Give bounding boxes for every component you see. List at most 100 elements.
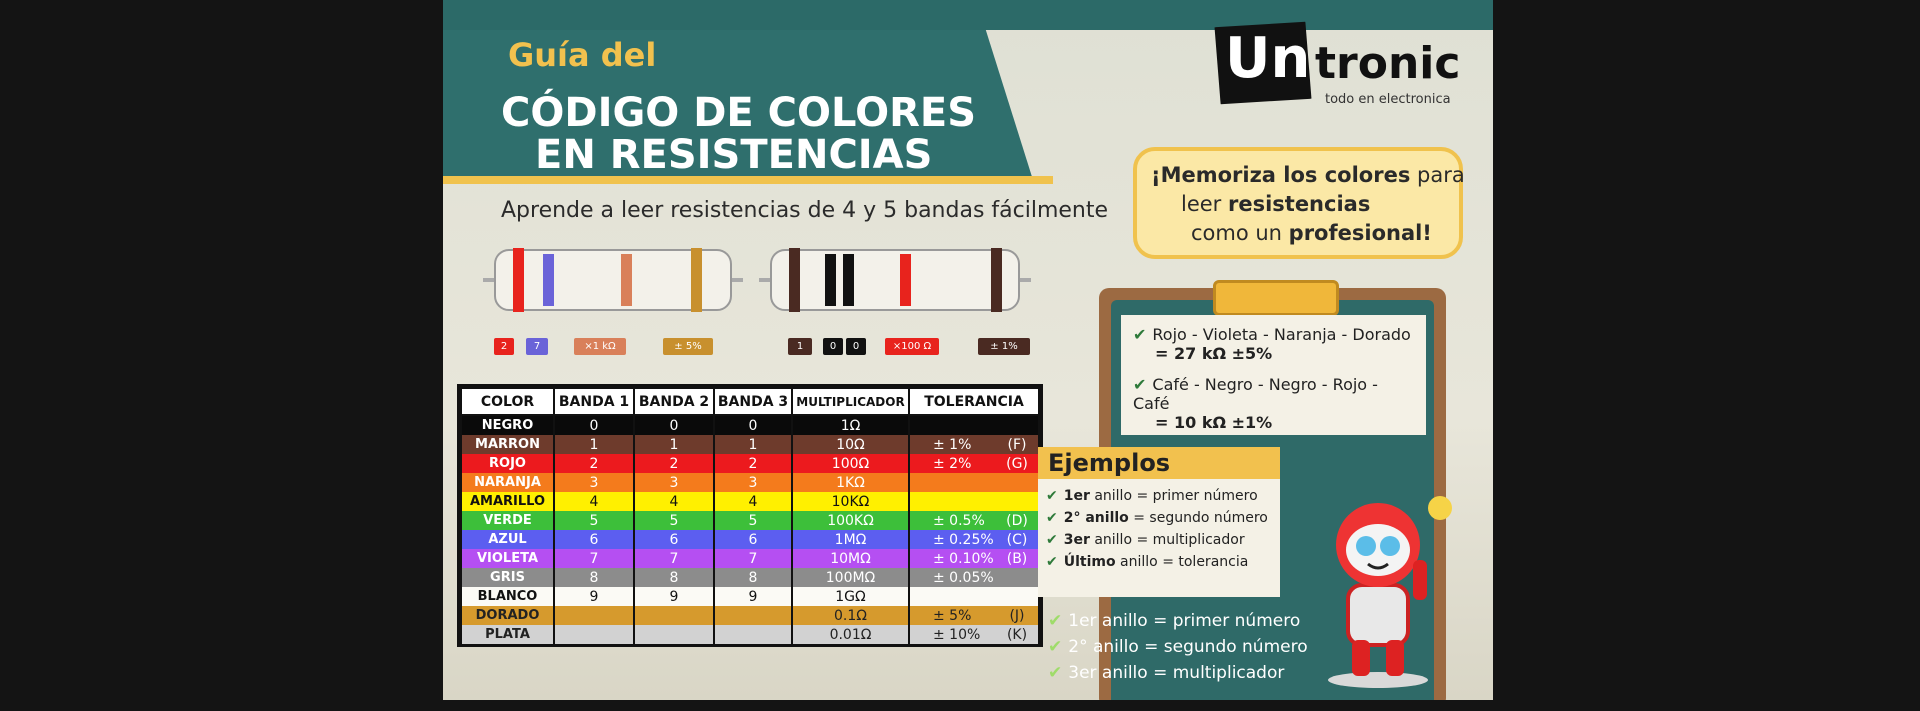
- shadow: [1328, 672, 1428, 688]
- tolerance-code: (J): [1009, 607, 1025, 624]
- kicker: Guía del: [508, 36, 657, 74]
- table-cell: 9: [713, 587, 793, 606]
- tolerance-cell: ± 0.10% (B): [908, 549, 1040, 568]
- table-row: ROJO 2 2 2 100Ω ± 2% (G): [460, 454, 1040, 473]
- example-item: ✔ 2° anillo = segundo número: [1046, 507, 1272, 529]
- tolerance: ± 5%: [933, 607, 972, 624]
- resistor-5-band: [759, 248, 1031, 312]
- resistor-label: 0: [846, 338, 866, 355]
- resistor-label: 7: [526, 338, 548, 355]
- tolerance-code: (K): [1006, 626, 1028, 643]
- table-cell: 10Ω: [791, 435, 910, 454]
- table-cell: 1: [713, 435, 793, 454]
- table-row: AZUL 6 6 6 1MΩ ± 0.25% (C): [460, 530, 1040, 549]
- speech-bubble: ¡Memoriza los colores para leer resistenc…: [1133, 147, 1465, 259]
- tolerance-code: (G): [1006, 455, 1028, 472]
- table-cell: 10MΩ: [791, 549, 910, 568]
- clipboard-clip: [1213, 280, 1339, 316]
- check-icon: ✔: [1048, 663, 1063, 683]
- tolerance: ± 1%: [933, 436, 972, 453]
- table-row: GRIS 8 8 8 100MΩ ± 0.05%: [460, 568, 1040, 587]
- example-lead: 3er: [1063, 532, 1090, 548]
- example-text: anillo = multiplicador: [1089, 532, 1245, 548]
- band: [789, 248, 800, 312]
- table-cell: 0: [633, 415, 715, 435]
- column-header: BANDA 3: [713, 387, 793, 416]
- table-row: BLANCO 9 9 9 1GΩ: [460, 587, 1040, 606]
- tolerance-cell: [908, 415, 1040, 435]
- tolerance: ± 0.05%: [933, 569, 994, 586]
- tolerance: ± 2%: [933, 455, 972, 472]
- table-cell: [713, 625, 793, 644]
- tolerance-code: (C): [1006, 531, 1028, 548]
- tolerance-cell: ± 1% (F): [908, 435, 1040, 454]
- resistor-label: 1: [788, 338, 812, 355]
- tolerance: ± 0.10%: [933, 550, 994, 567]
- table-cell: 8: [553, 568, 635, 587]
- tolerance-cell: ± 10% (K): [908, 625, 1040, 644]
- table-row: PLATA 0.01Ω ± 10% (K): [460, 625, 1040, 644]
- logo: Un tronic todo en electronica: [1213, 18, 1463, 113]
- bottom-text: 2° anillo = segundo número: [1068, 637, 1308, 657]
- check-icon: ✔: [1046, 510, 1058, 526]
- bottom-text: 1er anillo = primer número: [1068, 611, 1301, 631]
- resistor-illustrations: [483, 248, 1031, 312]
- tolerance-code: (F): [1007, 436, 1027, 453]
- robot-body: [1346, 583, 1410, 647]
- example-text: anillo = tolerancia: [1115, 554, 1249, 570]
- bubble-text: resistencias: [1227, 192, 1371, 216]
- color-name: PLATA: [460, 625, 555, 644]
- table-cell: 1MΩ: [791, 530, 910, 549]
- title-banner: [443, 30, 1033, 180]
- band: [513, 248, 524, 312]
- table-cell: 4: [633, 492, 715, 511]
- table-cell: 100KΩ: [791, 511, 910, 530]
- table-cell: 7: [713, 549, 793, 568]
- table-cell: 1KΩ: [791, 473, 910, 492]
- example-lead: 2° anillo: [1063, 510, 1129, 526]
- tolerance-cell: ± 0.25% (C): [908, 530, 1040, 549]
- tolerance: ± 0.5%: [933, 512, 985, 529]
- table-cell: 1: [553, 435, 635, 454]
- check-icon: ✔: [1046, 488, 1058, 504]
- example-text: anillo = primer número: [1089, 488, 1258, 504]
- check-icon: ✔: [1133, 325, 1147, 344]
- table-cell: 0.01Ω: [791, 625, 910, 644]
- color-sequence: Café - Negro - Negro - Rojo - Café: [1133, 375, 1378, 413]
- tolerance-cell: ± 0.05%: [908, 568, 1040, 587]
- table-row: NEGRO 0 0 0 1Ω: [460, 415, 1040, 435]
- color-name: VERDE: [460, 511, 555, 530]
- band: [691, 248, 702, 312]
- table-cell: 0: [713, 415, 793, 435]
- table-cell: 8: [713, 568, 793, 587]
- resistor-4-band: [483, 248, 743, 312]
- table-row: VIOLETA 7 7 7 10MΩ ± 0.10% (B): [460, 549, 1040, 568]
- bottom-text: 3er anillo = multiplicador: [1068, 663, 1285, 683]
- table-cell: 3: [713, 473, 793, 492]
- table-cell: 5: [633, 511, 715, 530]
- table-cell: 6: [633, 530, 715, 549]
- bubble-line: como un profesional!: [1151, 219, 1445, 248]
- resistor-label: ×1 kΩ: [574, 338, 626, 355]
- table-cell: 2: [633, 454, 715, 473]
- tolerance-cell: [908, 492, 1040, 511]
- table-cell: 8: [633, 568, 715, 587]
- band: [991, 248, 1002, 312]
- table-cell: 1Ω: [791, 415, 910, 435]
- result: = 10 kΩ ±1%: [1155, 413, 1273, 432]
- bubble-line: leer resistencias: [1151, 190, 1445, 219]
- color-name: VIOLETA: [460, 549, 555, 568]
- bottom-item: ✔ 1er anillo = primer número: [1048, 608, 1308, 634]
- color-name: ROJO: [460, 454, 555, 473]
- table-cell: 100MΩ: [791, 568, 910, 587]
- bottom-item: ✔ 2° anillo = segundo número: [1048, 634, 1308, 660]
- example-item: ✔ Último anillo = tolerancia: [1046, 551, 1272, 573]
- resistor-label: ± 1%: [978, 338, 1030, 355]
- table-cell: [553, 606, 635, 625]
- tolerance-cell: ± 2% (G): [908, 454, 1040, 473]
- column-header: COLOR: [460, 387, 555, 416]
- color-name: DORADO: [460, 606, 555, 625]
- check-icon: ✔: [1048, 611, 1063, 631]
- table-cell: [633, 625, 715, 644]
